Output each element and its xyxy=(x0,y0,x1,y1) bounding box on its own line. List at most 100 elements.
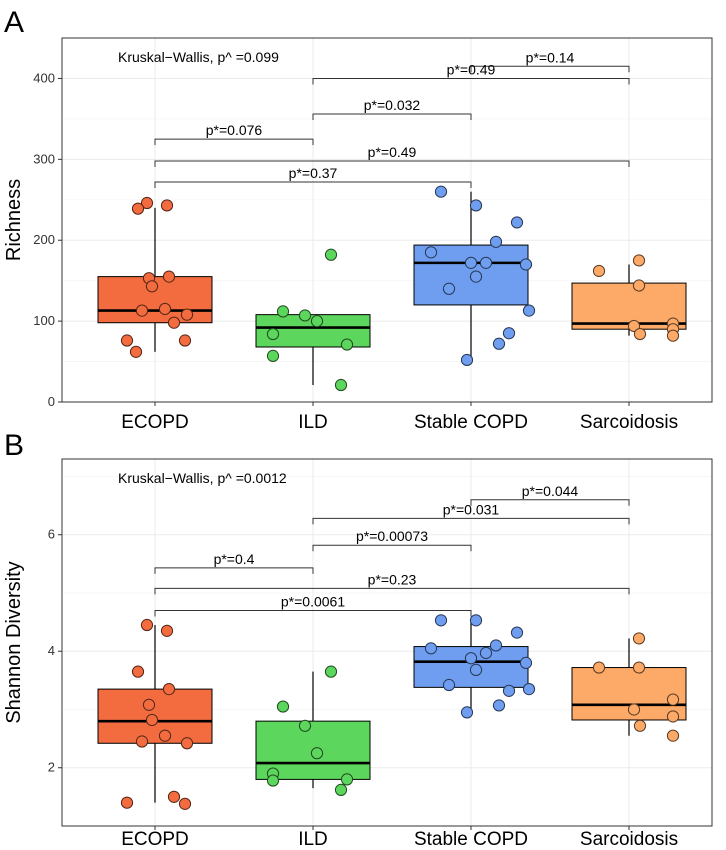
data-point xyxy=(158,729,172,742)
x-category-label: Stable COPD xyxy=(414,829,528,850)
comparison-bracket xyxy=(154,160,630,167)
comparison-p-label: p*=0.044 xyxy=(522,483,579,499)
data-point xyxy=(633,719,647,732)
y-axis-label: Shannon Diversity xyxy=(3,561,25,723)
x-category-label: ILD xyxy=(298,829,328,850)
box-sarcoidosis xyxy=(571,282,687,330)
data-point xyxy=(492,699,506,712)
data-point xyxy=(633,327,647,341)
panel-border xyxy=(61,458,713,827)
data-point xyxy=(167,790,181,803)
plot-area xyxy=(62,459,712,826)
comparison-bracket xyxy=(154,567,314,574)
data-point xyxy=(666,693,680,706)
data-point xyxy=(178,797,192,810)
comparison-bracket xyxy=(154,181,472,188)
comparison-p-label: p*=0.031 xyxy=(443,501,500,517)
data-point xyxy=(266,774,280,787)
data-point xyxy=(131,202,145,215)
data-point xyxy=(334,783,348,796)
data-point xyxy=(324,248,338,261)
data-point xyxy=(460,706,474,719)
kruskal-wallis-annotation: Kruskal−Wallis, p^ =0.0012 xyxy=(118,470,287,486)
data-point xyxy=(464,256,478,269)
x-category-label: Stable COPD xyxy=(414,412,528,433)
data-point xyxy=(592,661,606,674)
data-point xyxy=(145,280,159,293)
y-tick-label: 400 xyxy=(33,70,55,85)
comparison-p-label: p*=0.49 xyxy=(368,144,417,160)
data-point xyxy=(489,235,503,248)
data-point xyxy=(479,256,493,269)
data-point xyxy=(310,747,324,760)
data-point xyxy=(135,735,149,748)
data-point xyxy=(120,334,134,347)
data-point xyxy=(492,337,506,350)
data-point xyxy=(442,282,456,295)
data-point xyxy=(266,349,280,362)
data-point xyxy=(424,642,438,655)
comparison-p-label: p*=0.032 xyxy=(364,97,421,113)
data-point xyxy=(442,678,456,692)
data-point xyxy=(510,626,524,639)
data-point xyxy=(469,614,483,627)
data-point xyxy=(479,646,493,660)
data-point xyxy=(469,270,483,283)
data-point xyxy=(627,703,641,716)
x-category-label: ECOPD xyxy=(121,412,189,433)
comparison-bracket xyxy=(312,113,472,121)
data-point xyxy=(434,185,448,198)
data-point xyxy=(162,683,176,696)
comparison-p-label: p*=0.49 xyxy=(447,61,496,77)
x-category-label: ECOPD xyxy=(121,829,189,850)
x-category-label: Sarcoidosis xyxy=(580,412,678,433)
data-point xyxy=(140,618,154,632)
comparison-p-label: p*=0.23 xyxy=(368,571,417,587)
x-category-label: Sarcoidosis xyxy=(580,829,678,850)
data-point xyxy=(340,338,354,351)
data-point xyxy=(340,773,354,786)
y-tick-label: 6 xyxy=(48,527,55,542)
comparison-bracket xyxy=(470,499,630,506)
data-point xyxy=(502,684,516,697)
data-point xyxy=(120,796,134,809)
data-point xyxy=(464,652,478,665)
data-point xyxy=(135,304,149,317)
y-tick-label: 0 xyxy=(48,394,55,409)
data-point xyxy=(162,270,176,283)
data-point xyxy=(522,304,536,317)
data-point xyxy=(502,327,516,340)
comparison-p-label: p*=0.37 xyxy=(289,165,338,181)
data-point xyxy=(510,216,524,229)
data-point xyxy=(632,632,646,645)
data-point xyxy=(131,665,145,678)
y-tick-label: 100 xyxy=(33,313,55,328)
data-point xyxy=(145,713,159,727)
data-point xyxy=(666,329,680,342)
comparison-p-label: p*=0.076 xyxy=(206,122,263,138)
x-category-label: ILD xyxy=(298,412,328,433)
data-point xyxy=(160,624,174,637)
comparison-bracket xyxy=(154,609,472,617)
data-point xyxy=(167,316,181,329)
data-point xyxy=(522,683,536,696)
data-point xyxy=(298,309,312,322)
data-point xyxy=(469,663,483,676)
comparison-p-label: p*=0.4 xyxy=(214,551,255,567)
data-point xyxy=(142,698,156,711)
data-point xyxy=(434,614,448,627)
data-point xyxy=(266,327,280,341)
data-point xyxy=(592,264,606,278)
comparison-p-label: p*=0.14 xyxy=(526,49,575,65)
y-tick-label: 4 xyxy=(48,643,55,658)
data-point xyxy=(460,353,474,367)
data-point xyxy=(180,308,194,321)
data-point xyxy=(489,639,503,652)
plot-area xyxy=(62,38,712,402)
comparison-bracket xyxy=(312,77,630,85)
data-point xyxy=(324,665,338,678)
comparison-bracket xyxy=(154,138,314,146)
comparison-bracket xyxy=(154,587,630,595)
data-point xyxy=(129,345,143,358)
